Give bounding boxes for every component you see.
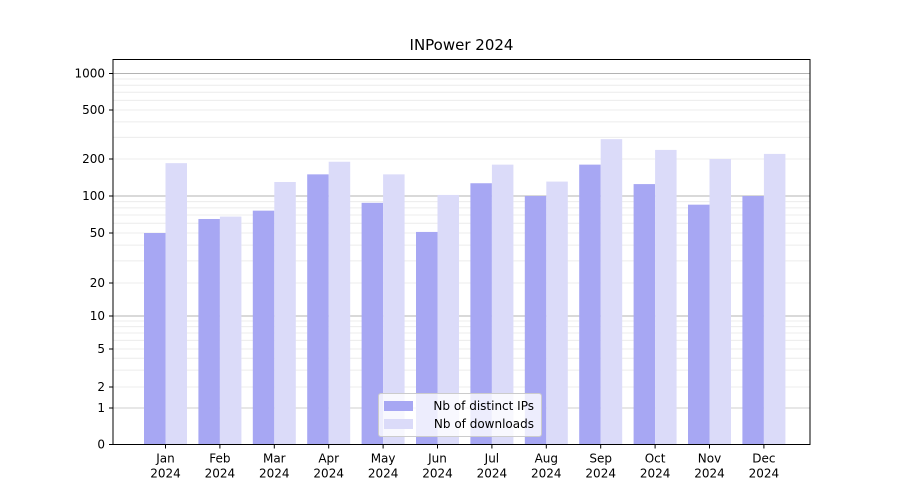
bar-downloads-dec	[763, 153, 786, 445]
legend-swatch-distinct-ips	[384, 401, 413, 411]
x-tick-label-year: 2024	[531, 467, 562, 481]
bar-distinct-ips-sep	[579, 164, 601, 445]
bar-downloads-nov	[709, 159, 731, 445]
bar-downloads-apr	[328, 161, 351, 445]
y-tick-label: 20	[90, 276, 105, 290]
bar-distinct-ips-jul	[470, 183, 492, 445]
x-tick-label-month: Jul	[484, 452, 499, 466]
legend-label-downloads: Nb of downloads	[433, 417, 534, 431]
y-tick-label: 0	[97, 438, 105, 452]
bar-distinct-ips-mar	[252, 210, 275, 445]
y-tick-label: 50	[90, 226, 105, 240]
x-tick-label-month: Feb	[209, 452, 230, 466]
bar-downloads-jul	[491, 164, 514, 445]
bar-distinct-ips-dec	[742, 196, 764, 445]
x-tick-label-month: Dec	[752, 452, 775, 466]
x-tick-label-year: 2024	[477, 467, 508, 481]
x-tick-label-year: 2024	[205, 467, 236, 481]
x-tick-label-month: Apr	[318, 452, 339, 466]
bar-distinct-ips-may	[361, 202, 384, 445]
x-tick-label-year: 2024	[259, 467, 290, 481]
bar-distinct-ips-jun	[416, 231, 438, 445]
x-tick-label-year: 2024	[368, 467, 399, 481]
x-tick-label-year: 2024	[694, 467, 725, 481]
legend-item-downloads: Nb of downloads	[384, 417, 534, 431]
bar-downloads-may	[383, 174, 405, 445]
x-tick-label-year: 2024	[422, 467, 453, 481]
bar-distinct-ips-jan	[144, 233, 166, 445]
bar-downloads-aug	[546, 181, 568, 445]
x-tick-label-year: 2024	[313, 467, 344, 481]
x-tick-label-month: Nov	[698, 452, 721, 466]
bar-distinct-ips-nov	[688, 204, 710, 445]
bar-downloads-jan	[165, 163, 187, 445]
bar-downloads-oct	[655, 149, 677, 445]
y-tick-label: 10	[90, 309, 105, 323]
bar-downloads-mar	[274, 181, 296, 445]
chart-title: INPower 2024	[409, 36, 514, 54]
x-tick-label-month: Aug	[535, 452, 558, 466]
bar-downloads-feb	[219, 216, 242, 445]
y-tick-label: 5	[97, 342, 105, 356]
x-tick-label-month: Oct	[645, 452, 666, 466]
bar-distinct-ips-apr	[307, 174, 329, 445]
bar-downloads-jun	[437, 194, 459, 445]
bar-downloads-sep	[600, 139, 623, 445]
bar-distinct-ips-feb	[198, 218, 220, 445]
y-tick-label: 100	[82, 189, 105, 203]
x-tick-label-year: 2024	[749, 467, 780, 481]
y-tick-label: 200	[82, 152, 105, 166]
plot-border	[112, 59, 811, 445]
legend-item-distinct-ips: Nb of distinct IPs	[384, 399, 534, 413]
bar-distinct-ips-aug	[524, 196, 547, 445]
legend-label-distinct-ips: Nb of distinct IPs	[433, 399, 534, 413]
legend: Nb of distinct IPs Nb of downloads	[378, 393, 542, 437]
x-tick-label-month: Mar	[263, 452, 286, 466]
y-tick-label: 2	[97, 380, 105, 394]
x-tick-label-month: Jan	[155, 452, 175, 466]
y-tick-label: 1	[97, 401, 105, 415]
x-tick-label-year: 2024	[585, 467, 616, 481]
y-tick-label: 500	[82, 103, 105, 117]
bar-distinct-ips-oct	[633, 184, 656, 445]
x-tick-label-month: Sep	[589, 452, 612, 466]
x-tick-label-month: May	[371, 452, 396, 466]
x-tick-label-month: Jun	[427, 452, 447, 466]
x-tick-label-year: 2024	[640, 467, 671, 481]
legend-swatch-downloads	[384, 419, 413, 429]
x-tick-label-year: 2024	[150, 467, 181, 481]
y-tick-label: 1000	[74, 67, 105, 81]
